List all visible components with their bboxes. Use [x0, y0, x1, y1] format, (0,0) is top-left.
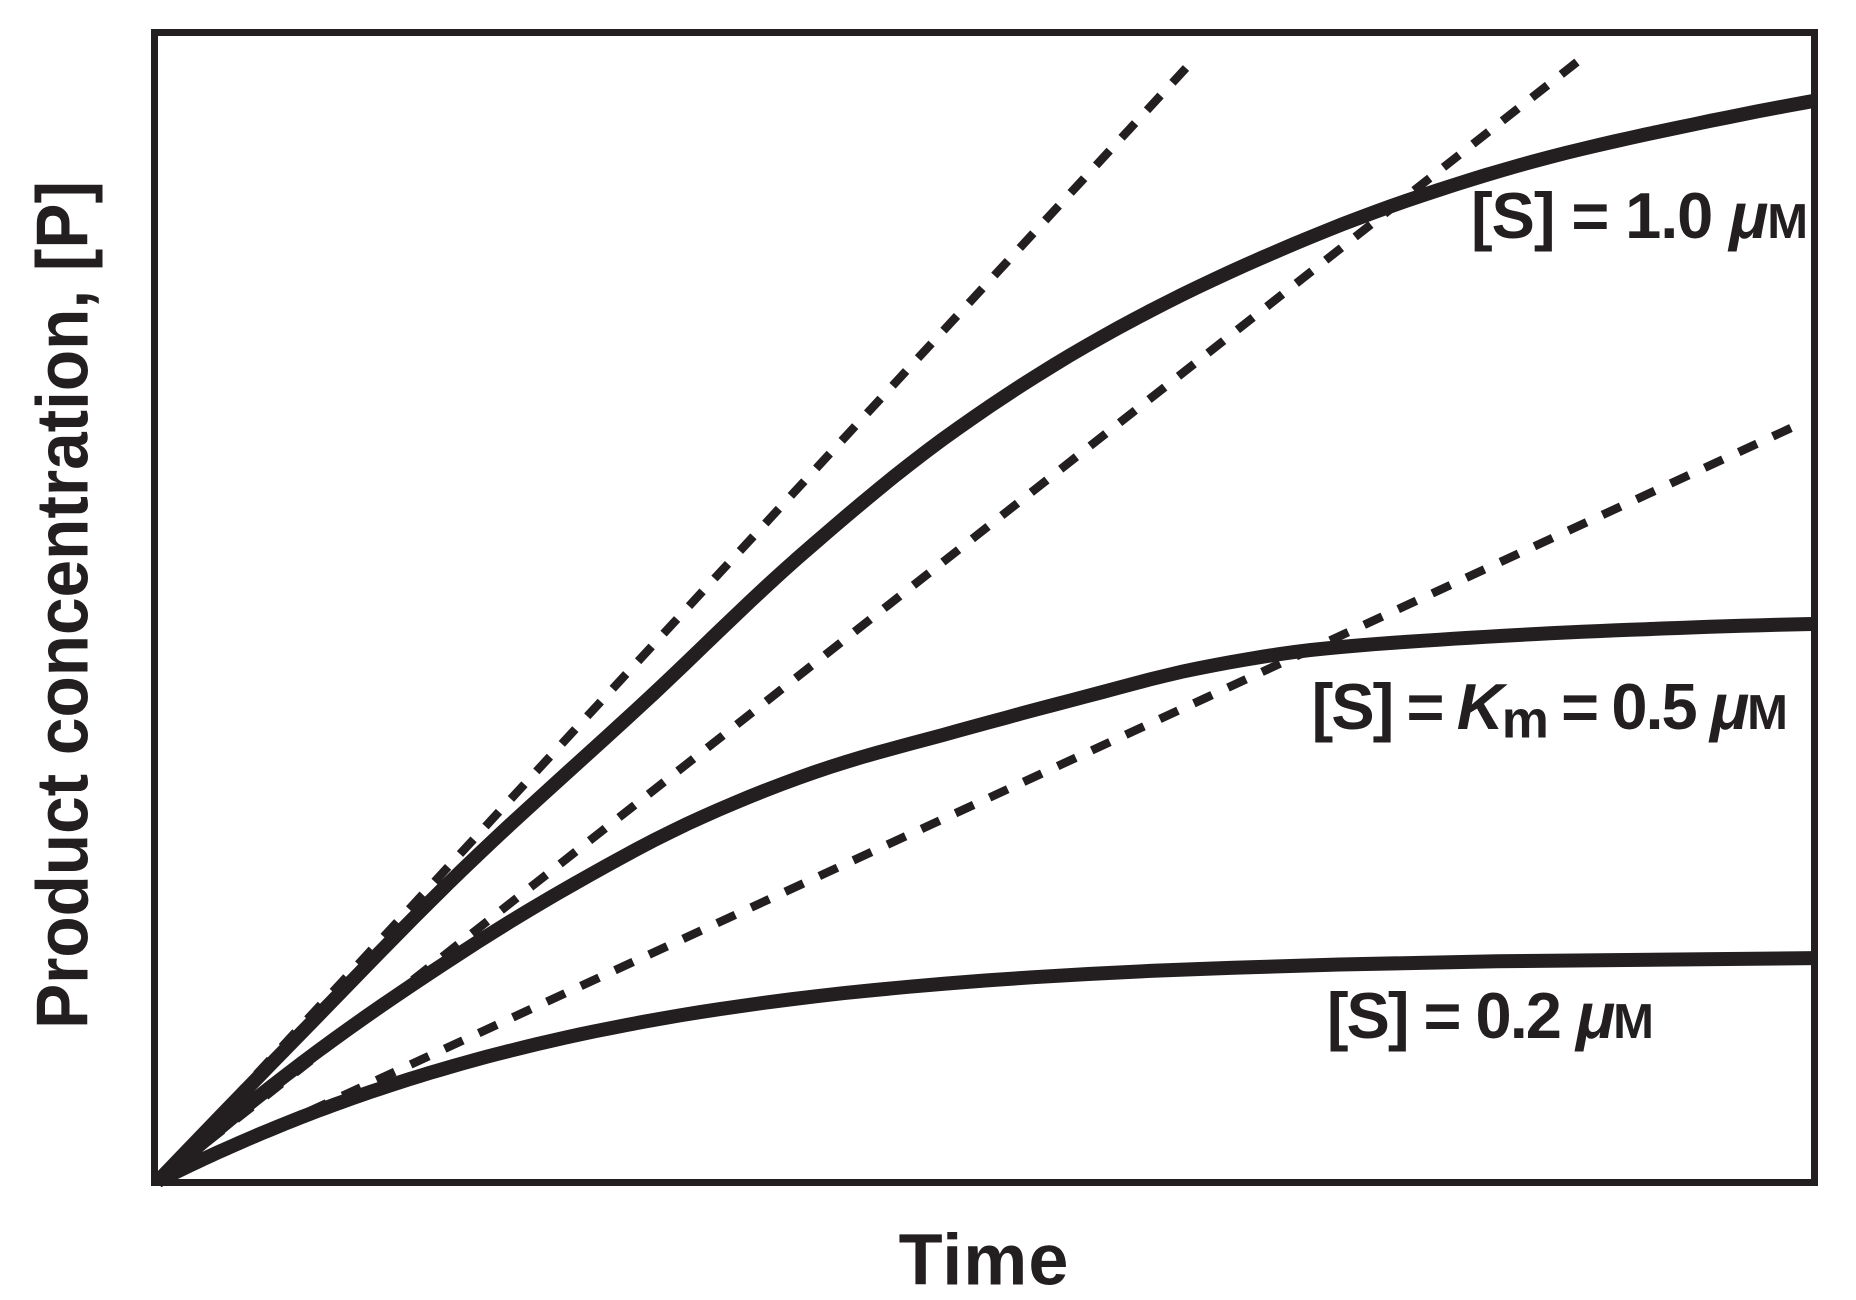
svg-text:[S] = 1.0 μM: [S] = 1.0 μM	[1471, 179, 1807, 252]
svg-text:[S] = Km = 0.5 μM: [S] = Km = 0.5 μM	[1312, 670, 1786, 750]
svg-text:[S] = 0.2 μM: [S] = 0.2 μM	[1327, 979, 1652, 1052]
svg-text:Product concentration, [P]: Product concentration, [P]	[21, 181, 103, 1029]
svg-text:Time: Time	[899, 1221, 1070, 1300]
